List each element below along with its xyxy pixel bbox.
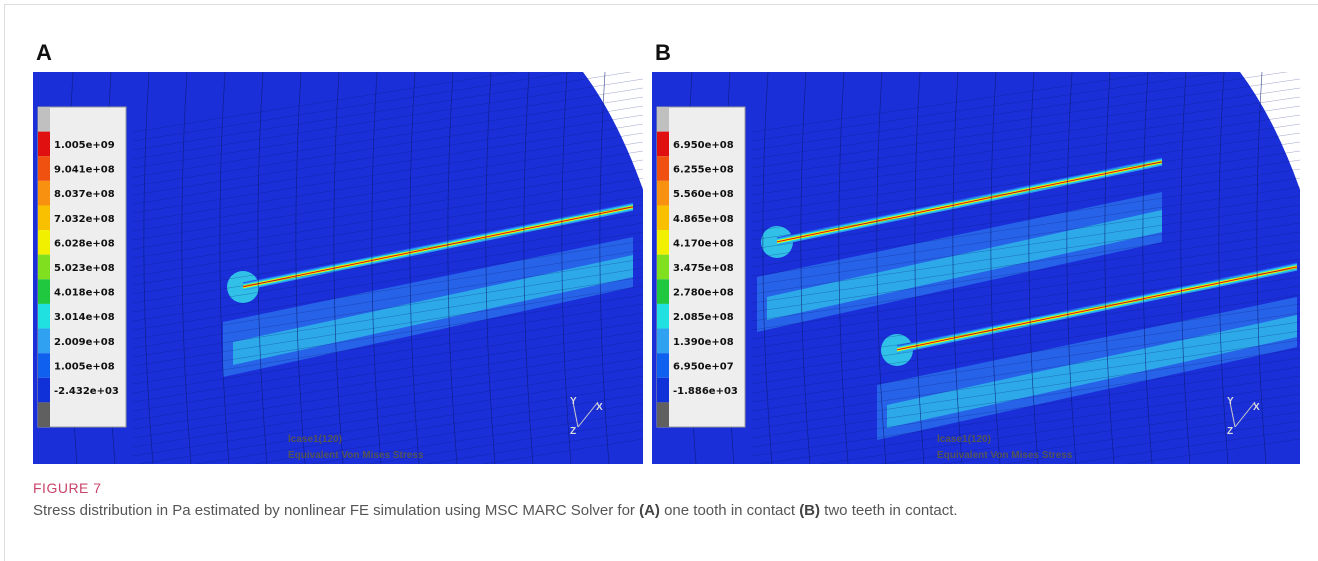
legend-swatch (657, 205, 669, 230)
legend-swatch (38, 378, 50, 403)
caption-text: two teeth in contact. (820, 502, 958, 519)
legend-swatch (657, 378, 669, 403)
panel-label: B (655, 40, 671, 66)
legend-swatch (657, 304, 669, 329)
axis-label: Y (1227, 396, 1234, 407)
axis-label: Z (1227, 426, 1233, 437)
legend-swatch (38, 205, 50, 230)
panel-label: A (36, 40, 52, 66)
legend-label: 4.018e+08 (54, 288, 115, 299)
legend-label: 2.780e+08 (673, 288, 734, 299)
legend-swatch (38, 329, 50, 354)
legend-swatch (657, 156, 669, 181)
legend-label: 7.032e+08 (54, 214, 115, 225)
caption: Stress distribution in Pa estimated by n… (33, 502, 958, 519)
legend-swatch (38, 230, 50, 255)
legend-label: 2.009e+08 (54, 337, 115, 348)
case-label: lcase1(120) (937, 434, 991, 445)
legend-label: 1.005e+08 (54, 361, 115, 372)
legend-swatch (657, 279, 669, 304)
legend-label: 1.390e+08 (673, 337, 734, 348)
legend-swatch (657, 402, 669, 427)
legend-label: 6.255e+08 (673, 165, 734, 176)
legend-swatch (657, 230, 669, 255)
legend-swatch (657, 107, 669, 132)
legend-label: 1.005e+09 (54, 140, 115, 151)
legend-label: 4.865e+08 (673, 214, 734, 225)
axis-label: X (596, 402, 603, 413)
caption-label: FIGURE 7 (33, 480, 102, 496)
case-label: lcase1(120) (288, 434, 342, 445)
axis-label: Y (570, 396, 577, 407)
caption-text: one tooth in contact (660, 502, 799, 519)
axis-label: X (1253, 402, 1260, 413)
legend-swatch (38, 353, 50, 378)
figure: A B 1.005e+09 9.041e+08 8.037e+08 7.032e+08… (0, 0, 1318, 561)
caption-ref: (B) (799, 502, 820, 519)
legend-swatch (38, 181, 50, 206)
legend-swatch (657, 329, 669, 354)
legend-label: 9.041e+08 (54, 165, 115, 176)
quantity-label: Equivalent Von Mises Stress (288, 450, 424, 461)
legend-swatch (657, 132, 669, 157)
legend-label: 3.014e+08 (54, 312, 115, 323)
legend-label: 8.037e+08 (54, 189, 115, 200)
caption-ref: (A) (639, 502, 660, 519)
legend-swatch (38, 255, 50, 280)
legend-swatch (38, 304, 50, 329)
legend-label: 5.560e+08 (673, 189, 734, 200)
legend-swatch (38, 132, 50, 157)
axis-label: Z (570, 426, 576, 437)
fe-image: 1.005e+09 9.041e+08 8.037e+08 7.032e+08 6.02… (33, 72, 643, 464)
legend-label: 3.475e+08 (673, 263, 734, 274)
void (1260, 354, 1300, 464)
caption-text: Stress distribution in Pa estimated by n… (33, 502, 639, 519)
legend-swatch (657, 255, 669, 280)
legend-label: 6.950e+08 (673, 140, 734, 151)
legend-swatch (657, 353, 669, 378)
legend-swatch (38, 279, 50, 304)
legend-swatch (38, 107, 50, 132)
quantity-label: Equivalent Von Mises Stress (937, 450, 1073, 461)
legend-label: 4.170e+08 (673, 238, 734, 249)
legend-label: 6.028e+08 (54, 238, 115, 249)
legend-label: 2.085e+08 (673, 312, 734, 323)
fe-image: 6.950e+08 6.255e+08 5.560e+08 4.865e+08 4.17… (652, 72, 1300, 464)
legend-label: 5.023e+08 (54, 263, 115, 274)
void (603, 354, 643, 464)
legend-swatch (38, 156, 50, 181)
legend-label: -2.432e+03 (54, 386, 119, 397)
legend-swatch (657, 181, 669, 206)
legend-label: 6.950e+07 (673, 361, 734, 372)
legend-label: -1.886e+03 (673, 386, 738, 397)
legend-swatch (38, 402, 50, 427)
